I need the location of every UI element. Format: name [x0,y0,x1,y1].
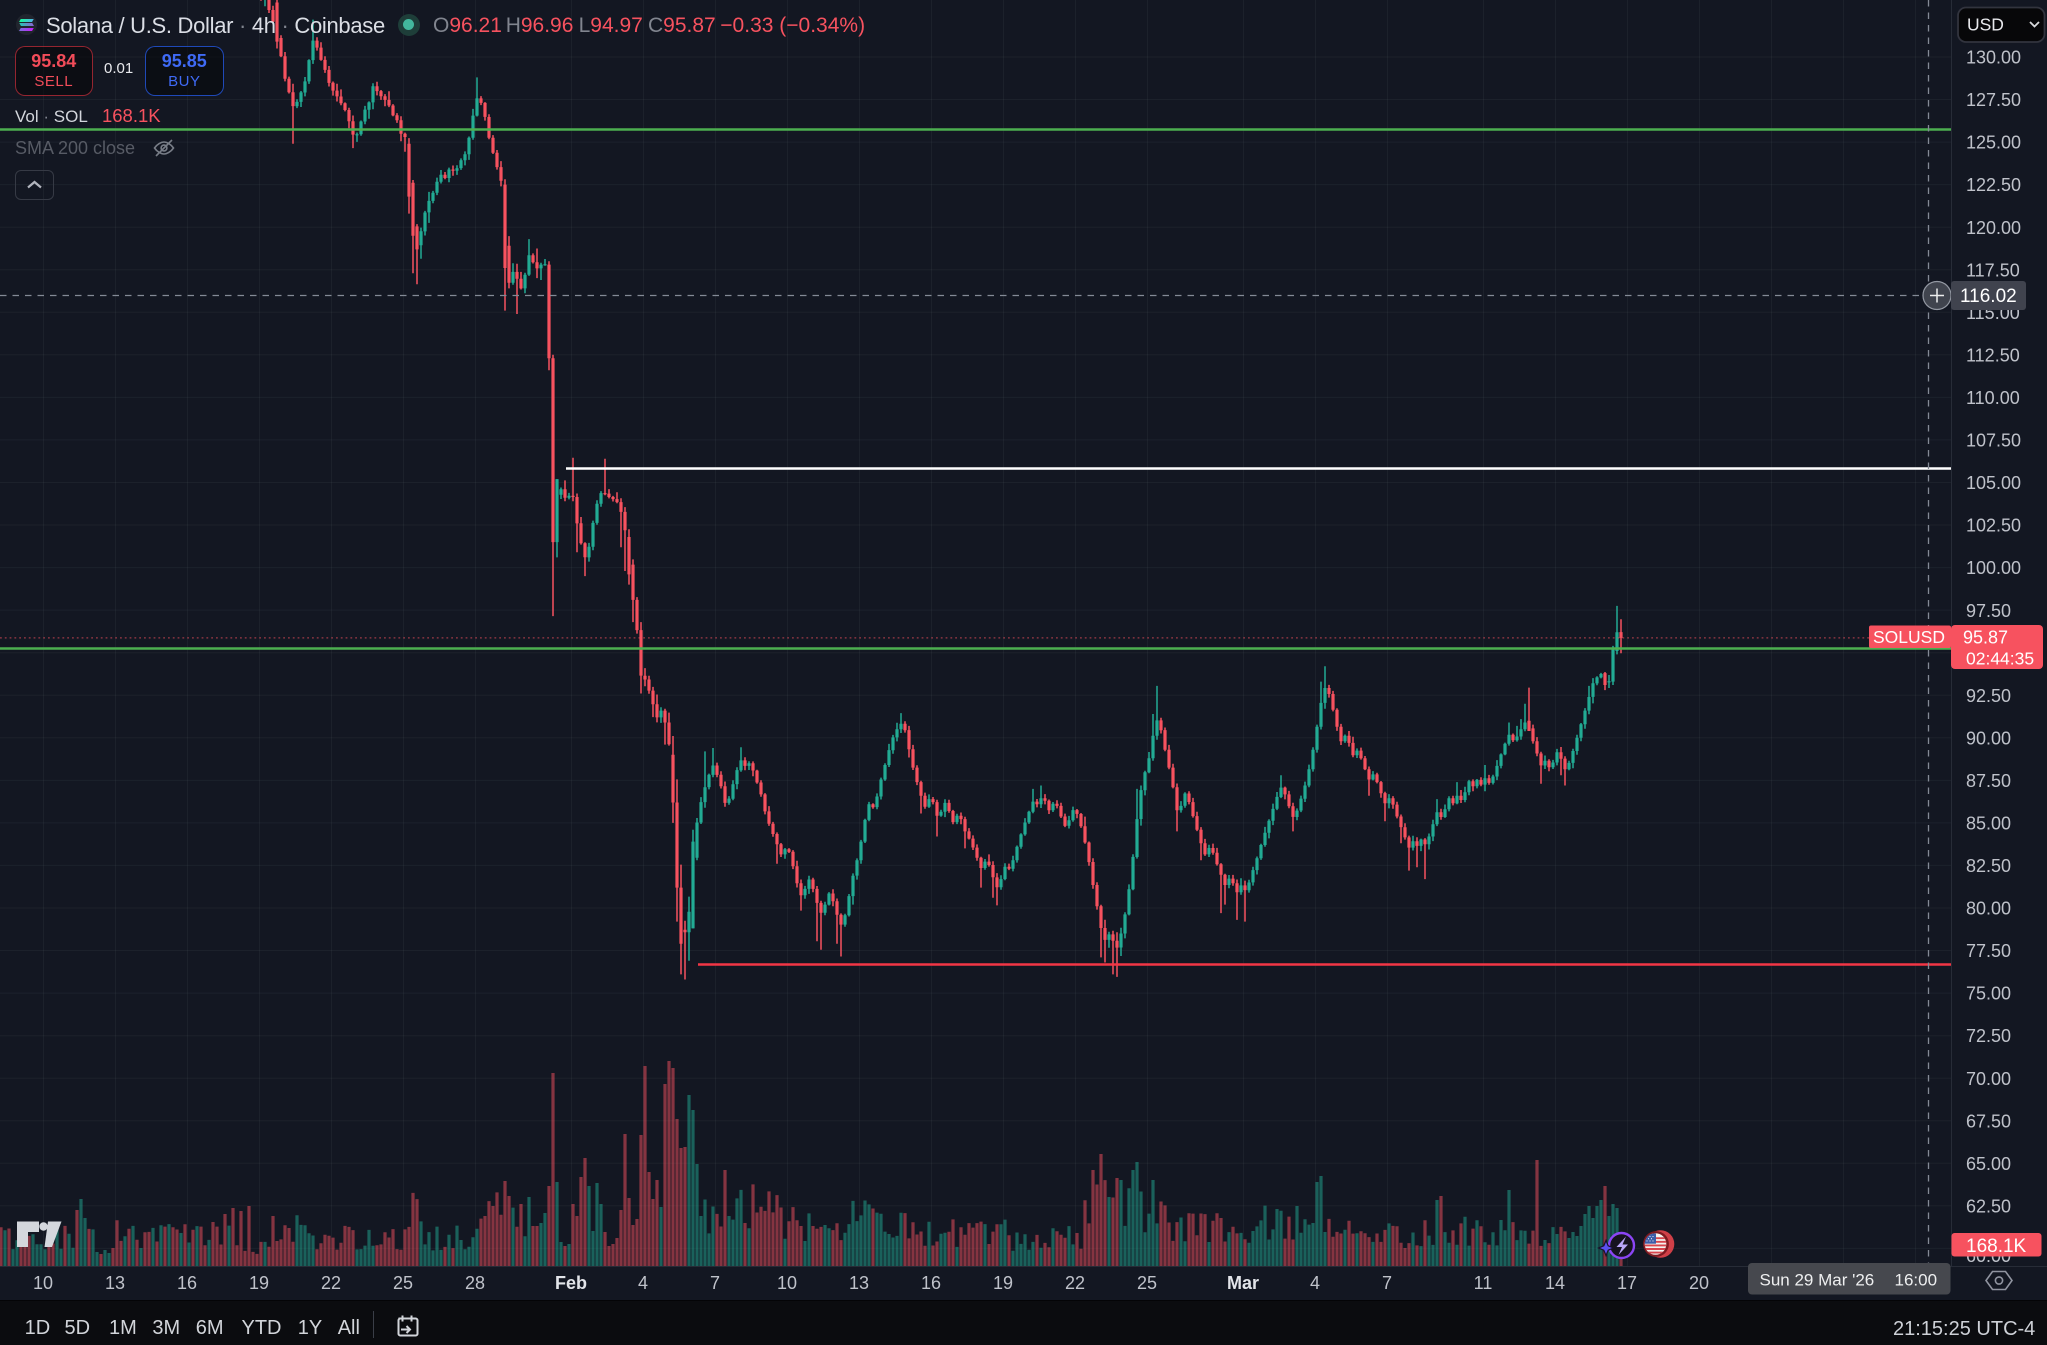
svg-text:112.50: 112.50 [1966,345,2020,365]
svg-text:02:44:35: 02:44:35 [1966,649,2034,669]
svg-text:168.1K: 168.1K [1966,1236,2027,1257]
svg-text:102.50: 102.50 [1966,516,2021,536]
svg-text:19: 19 [249,1273,269,1293]
svg-text:116.02: 116.02 [1960,286,2017,307]
svg-text:82.50: 82.50 [1966,856,2011,876]
svg-text:16:00: 16:00 [1895,1271,1938,1290]
svg-text:122.50: 122.50 [1966,175,2021,195]
svg-text:10: 10 [33,1273,53,1293]
svg-text:100.00: 100.00 [1966,558,2021,578]
svg-text:11: 11 [1474,1273,1493,1293]
svg-text:Feb: Feb [555,1273,587,1293]
svg-text:20: 20 [1689,1273,1709,1293]
svg-text:85.00: 85.00 [1966,814,2011,834]
svg-text:97.50: 97.50 [1966,601,2011,621]
svg-text:125.00: 125.00 [1966,133,2021,153]
svg-text:7: 7 [1382,1273,1392,1293]
svg-text:25: 25 [393,1273,413,1293]
svg-text:22: 22 [321,1273,341,1293]
svg-text:105.00: 105.00 [1966,473,2021,493]
svg-text:14: 14 [1545,1273,1565,1293]
svg-text:117.50: 117.50 [1966,260,2020,280]
svg-text:SOLUSD: SOLUSD [1873,627,1945,647]
svg-text:72.50: 72.50 [1966,1026,2011,1046]
svg-text:77.50: 77.50 [1966,941,2011,961]
svg-text:90.00: 90.00 [1966,728,2011,748]
svg-text:10: 10 [777,1273,797,1293]
svg-text:Mar: Mar [1227,1273,1259,1293]
svg-text:65.00: 65.00 [1966,1154,2011,1174]
svg-text:67.50: 67.50 [1966,1111,2011,1131]
svg-text:25: 25 [1137,1273,1157,1293]
svg-text:130.00: 130.00 [1966,48,2021,68]
svg-text:107.50: 107.50 [1966,431,2021,451]
svg-text:92.50: 92.50 [1966,686,2011,706]
svg-text:75.00: 75.00 [1966,984,2011,1004]
svg-text:USD: USD [1967,15,2004,35]
svg-text:28: 28 [465,1273,485,1293]
svg-text:13: 13 [849,1273,869,1293]
svg-text:127.50: 127.50 [1966,90,2021,110]
svg-text:110.00: 110.00 [1966,388,2020,408]
svg-text:17: 17 [1617,1273,1637,1293]
svg-text:Sun 29 Mar '26: Sun 29 Mar '26 [1760,1271,1875,1290]
svg-text:16: 16 [177,1273,197,1293]
svg-text:7: 7 [710,1273,720,1293]
svg-text:120.00: 120.00 [1966,218,2021,238]
svg-text:80.00: 80.00 [1966,899,2011,919]
svg-text:16: 16 [921,1273,941,1293]
svg-text:70.00: 70.00 [1966,1069,2011,1089]
svg-text:87.50: 87.50 [1966,771,2011,791]
svg-text:95.87: 95.87 [1963,628,2008,648]
svg-text:4: 4 [1310,1273,1320,1293]
svg-text:62.50: 62.50 [1966,1196,2011,1216]
svg-text:19: 19 [993,1273,1013,1293]
svg-text:22: 22 [1065,1273,1085,1293]
svg-text:4: 4 [638,1273,648,1293]
svg-text:13: 13 [105,1273,125,1293]
